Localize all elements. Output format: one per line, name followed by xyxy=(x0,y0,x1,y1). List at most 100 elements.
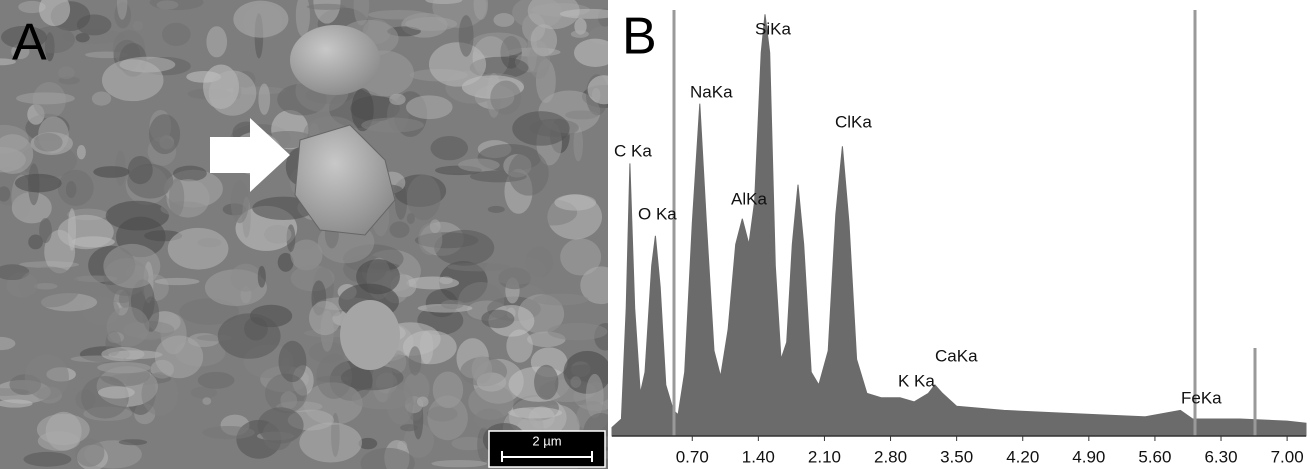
texture-blob xyxy=(397,440,408,452)
texture-blob xyxy=(23,451,72,467)
panel-label: B xyxy=(622,8,657,66)
texture-blob xyxy=(202,397,212,405)
texture-blob xyxy=(356,259,400,295)
texture-blob xyxy=(429,219,441,234)
texture-blob xyxy=(202,425,255,440)
texture-blob xyxy=(76,145,86,160)
texture-blob xyxy=(533,293,589,306)
peak-label: C Ka xyxy=(614,141,652,160)
peak-label: NaKa xyxy=(690,82,733,101)
texture-blob xyxy=(473,0,488,20)
texture-blob xyxy=(57,169,94,206)
texture-blob xyxy=(554,194,597,211)
texture-blob xyxy=(406,213,415,224)
texture-blob xyxy=(458,158,500,172)
texture-blob xyxy=(0,134,34,174)
texture-blob xyxy=(306,3,347,10)
peak-label: FeKa xyxy=(1181,388,1222,407)
texture-blob xyxy=(149,0,204,11)
texture-blob xyxy=(172,165,207,182)
texture-blob xyxy=(179,298,240,325)
peak-label: O Ka xyxy=(638,204,677,223)
texture-blob xyxy=(106,306,150,347)
texture-blob xyxy=(508,150,549,196)
texture-blob xyxy=(295,0,310,37)
x-tick-label: 4.20 xyxy=(1006,447,1039,466)
scale-bar-box xyxy=(488,430,606,468)
texture-blob xyxy=(573,126,584,162)
texture-blob xyxy=(368,9,429,20)
texture-blob xyxy=(91,91,112,106)
texture-blob xyxy=(573,38,608,67)
texture-blob xyxy=(24,354,69,400)
texture-blob xyxy=(0,25,47,49)
texture-blob xyxy=(167,227,229,270)
panel-label: A xyxy=(12,14,47,72)
texture-blob xyxy=(101,347,145,362)
texture-blob xyxy=(206,26,228,58)
texture-blob xyxy=(587,75,608,105)
texture-blob xyxy=(484,255,546,285)
texture-blob xyxy=(258,83,271,115)
texture-blob xyxy=(469,32,528,57)
texture-blob xyxy=(386,382,414,425)
peak-label: CaKa xyxy=(935,346,978,365)
texture-blob xyxy=(197,371,235,389)
texture-blob xyxy=(559,8,608,19)
texture-blob xyxy=(97,386,135,399)
texture-blob xyxy=(97,362,151,374)
texture-blob xyxy=(458,15,474,57)
texture-blob xyxy=(389,93,406,106)
texture-blob xyxy=(18,266,81,308)
texture-blob xyxy=(148,114,181,155)
texture-blob xyxy=(353,0,370,26)
texture-blob xyxy=(190,386,218,399)
texture-blob xyxy=(512,111,570,146)
spectrum-area xyxy=(611,14,1307,437)
x-tick-label: 4.90 xyxy=(1072,447,1105,466)
crystal xyxy=(294,124,396,236)
arrow xyxy=(210,118,290,192)
sem-image: A 2 µm xyxy=(0,0,608,469)
texture-blob xyxy=(360,447,415,469)
texture-blob xyxy=(506,329,533,363)
texture-blob xyxy=(308,300,341,336)
texture-blob xyxy=(117,0,128,20)
texture-blob xyxy=(161,22,191,46)
texture-blob xyxy=(400,424,418,432)
texture-blob xyxy=(118,439,148,446)
texture-blob xyxy=(290,239,323,271)
texture-blob xyxy=(0,264,30,281)
texture-blob xyxy=(230,263,262,292)
texture-blob xyxy=(37,431,80,451)
texture-blob xyxy=(132,20,144,31)
peak-label: K Ka xyxy=(898,371,935,390)
texture-blob xyxy=(560,238,602,276)
texture-blob xyxy=(408,346,422,376)
grain xyxy=(340,300,400,370)
texture-blob xyxy=(119,56,176,73)
texture-blob xyxy=(264,225,292,244)
texture-blob xyxy=(403,423,435,458)
texture-blob xyxy=(406,95,453,120)
sem-texture xyxy=(0,0,608,469)
peak-label: AlKa xyxy=(731,189,767,208)
texture-blob xyxy=(434,229,495,266)
texture-blob xyxy=(299,422,362,463)
texture-blob xyxy=(406,276,460,290)
texture-blob xyxy=(217,313,281,359)
texture-blob xyxy=(57,214,114,250)
texture-blob xyxy=(262,419,293,451)
texture-blob xyxy=(527,0,580,30)
crystal xyxy=(290,25,380,95)
texture-blob xyxy=(278,340,307,383)
texture-blob xyxy=(430,135,469,161)
texture-blob xyxy=(169,178,185,217)
texture-blob xyxy=(490,80,522,115)
texture-blob xyxy=(389,221,410,238)
texture-blob xyxy=(431,459,487,468)
texture-blob xyxy=(257,265,266,288)
texture-blob xyxy=(570,376,582,388)
texture-blob xyxy=(487,205,505,213)
